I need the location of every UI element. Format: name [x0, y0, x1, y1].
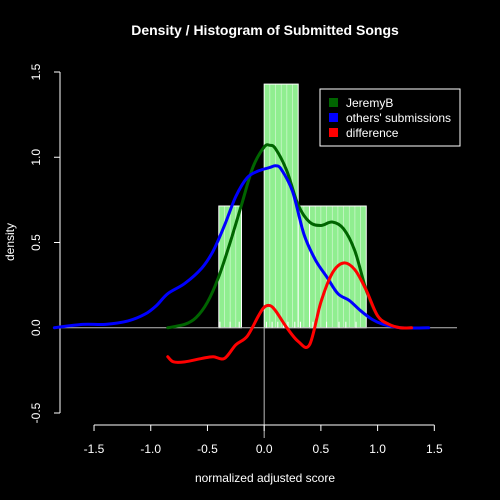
legend-label-jeremyb: JeremyB	[346, 96, 393, 110]
legend-swatch-others	[329, 113, 338, 122]
y-tick-label: 1.0	[29, 149, 43, 166]
y-tick-label: 1.5	[29, 63, 43, 80]
x-tick-label: 1.0	[369, 442, 386, 456]
x-tick-label: 0.0	[256, 442, 273, 456]
x-tick-label: 1.5	[426, 442, 443, 456]
legend-swatch-jeremyb	[329, 98, 338, 107]
difference-line	[166, 261, 414, 364]
x-tick-label: -1.5	[84, 442, 105, 456]
x-axis-label: normalized adjusted score	[195, 471, 335, 485]
legend: JeremyB others' submissions difference	[319, 88, 461, 147]
series-layer	[52, 143, 431, 364]
chart-title: Density / Histogram of Submitted Songs	[131, 22, 399, 38]
legend-box	[319, 88, 461, 147]
x-tick-label: -0.5	[197, 442, 218, 456]
axes-layer: -0.5 0.0 0.5 1.0 1.5 -1.5 -1.0 -0.5 0.0 0.5 1.0 1.5	[29, 63, 457, 456]
legend-label-difference: difference	[346, 126, 399, 140]
legend-label-others: others' submissions	[346, 111, 451, 125]
y-tick-label: 0.5	[29, 234, 43, 251]
legend-swatch-difference	[329, 128, 338, 137]
others-density-line	[52, 164, 431, 330]
y-axis-label: density	[3, 223, 17, 261]
x-tick-label: -1.0	[140, 442, 161, 456]
y-tick-label: 0.0	[29, 319, 43, 336]
x-tick-label: 0.5	[313, 442, 330, 456]
y-tick-label: -0.5	[29, 402, 43, 423]
